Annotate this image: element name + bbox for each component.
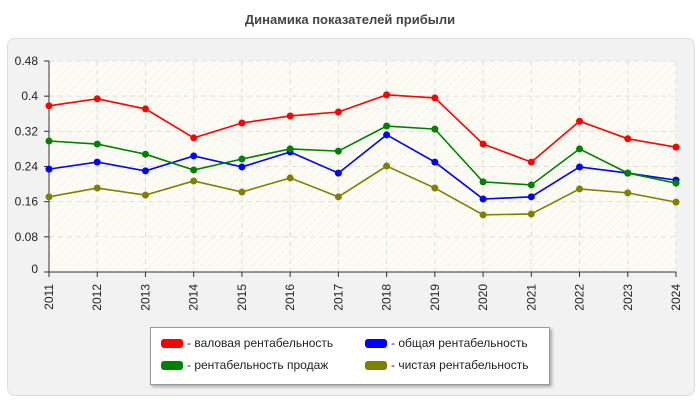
data-point	[93, 95, 101, 103]
legend-swatch	[161, 360, 183, 370]
data-point	[190, 177, 198, 185]
data-point	[238, 163, 246, 171]
legend-swatch	[365, 360, 387, 370]
x-tick-label: 2018	[380, 284, 394, 311]
data-point	[527, 193, 535, 201]
legend-label: - чистая рентабельность	[391, 358, 529, 372]
data-point	[527, 210, 535, 218]
data-point	[383, 131, 391, 139]
series-line-0	[48, 94, 677, 164]
y-tick-label: 0.48	[15, 54, 39, 68]
data-point	[431, 125, 439, 133]
y-tick-label: 0.32	[15, 124, 39, 138]
x-tick-label: 2022	[573, 284, 587, 311]
data-point	[141, 191, 149, 199]
data-point	[334, 193, 342, 201]
data-point	[672, 179, 680, 187]
legend-swatch	[365, 338, 387, 348]
data-point	[93, 158, 101, 166]
data-point	[576, 117, 584, 125]
legend: - валовая рентабельность - общая рентабел…	[150, 327, 550, 385]
data-point	[238, 155, 246, 163]
x-tick-label: 2021	[524, 284, 538, 311]
data-point	[624, 135, 632, 143]
data-point	[93, 140, 101, 148]
data-point	[190, 166, 198, 174]
legend-label: - рентабельность продаж	[187, 358, 329, 372]
data-point	[190, 152, 198, 160]
data-point	[334, 147, 342, 155]
data-point	[286, 174, 294, 182]
legend-item: - рентабельность продаж	[161, 358, 328, 372]
data-point	[624, 189, 632, 197]
data-point	[576, 145, 584, 153]
legend-item: - валовая рентабельность	[161, 336, 333, 350]
legend-item: - общая рентабельность	[365, 336, 528, 350]
data-point	[672, 143, 680, 151]
x-tick-label: 2017	[331, 284, 345, 311]
y-tick-label: 0	[31, 262, 38, 276]
data-point	[383, 162, 391, 170]
data-point	[431, 94, 439, 102]
data-point	[334, 169, 342, 177]
data-point	[527, 158, 535, 166]
data-point	[238, 119, 246, 127]
legend-label: - валовая рентабельность	[187, 336, 334, 350]
y-tick-label: 0.16	[15, 195, 39, 209]
chart-title: Динамика показателей прибыли	[244, 12, 456, 27]
y-tick-label: 0.24	[15, 160, 39, 174]
series-line-1	[48, 133, 677, 200]
x-tick-label: 2019	[428, 284, 442, 311]
x-tick-label: 2020	[476, 284, 490, 311]
y-tick-label: 0.4	[21, 89, 38, 103]
data-point	[238, 188, 246, 196]
series-line-2	[48, 125, 677, 186]
data-point	[286, 145, 294, 153]
data-point	[527, 181, 535, 189]
legend-swatch	[161, 338, 183, 348]
data-point	[141, 167, 149, 175]
data-point	[286, 112, 294, 120]
data-point	[479, 140, 487, 148]
data-point	[141, 105, 149, 113]
x-tick-label: 2015	[235, 284, 249, 311]
data-point	[672, 198, 680, 206]
data-point	[45, 165, 53, 173]
x-tick-label: 2016	[283, 284, 297, 311]
data-point	[334, 108, 342, 116]
series-line-3	[48, 165, 677, 216]
x-tick-label: 2013	[138, 284, 152, 311]
data-point	[45, 137, 53, 145]
data-point	[45, 102, 53, 110]
data-point	[383, 91, 391, 99]
x-tick-label: 2012	[90, 284, 104, 311]
data-point	[479, 195, 487, 203]
data-point	[141, 150, 149, 158]
data-point	[576, 185, 584, 193]
x-tick-label: 2014	[187, 284, 201, 311]
data-point	[93, 184, 101, 192]
legend-item: - чистая рентабельность	[365, 358, 528, 372]
data-point	[431, 158, 439, 166]
data-point	[190, 134, 198, 142]
data-point	[431, 184, 439, 192]
data-point	[479, 211, 487, 219]
data-point	[383, 122, 391, 130]
data-point	[624, 169, 632, 177]
x-tick-label: 2024	[669, 284, 683, 311]
y-tick-label: 0.08	[15, 230, 39, 244]
x-tick-label: 2011	[42, 284, 56, 310]
legend-label: - общая рентабельность	[391, 336, 528, 350]
data-point	[576, 163, 584, 171]
data-point	[45, 193, 53, 201]
data-point	[479, 178, 487, 186]
x-tick-label: 2023	[621, 284, 635, 311]
